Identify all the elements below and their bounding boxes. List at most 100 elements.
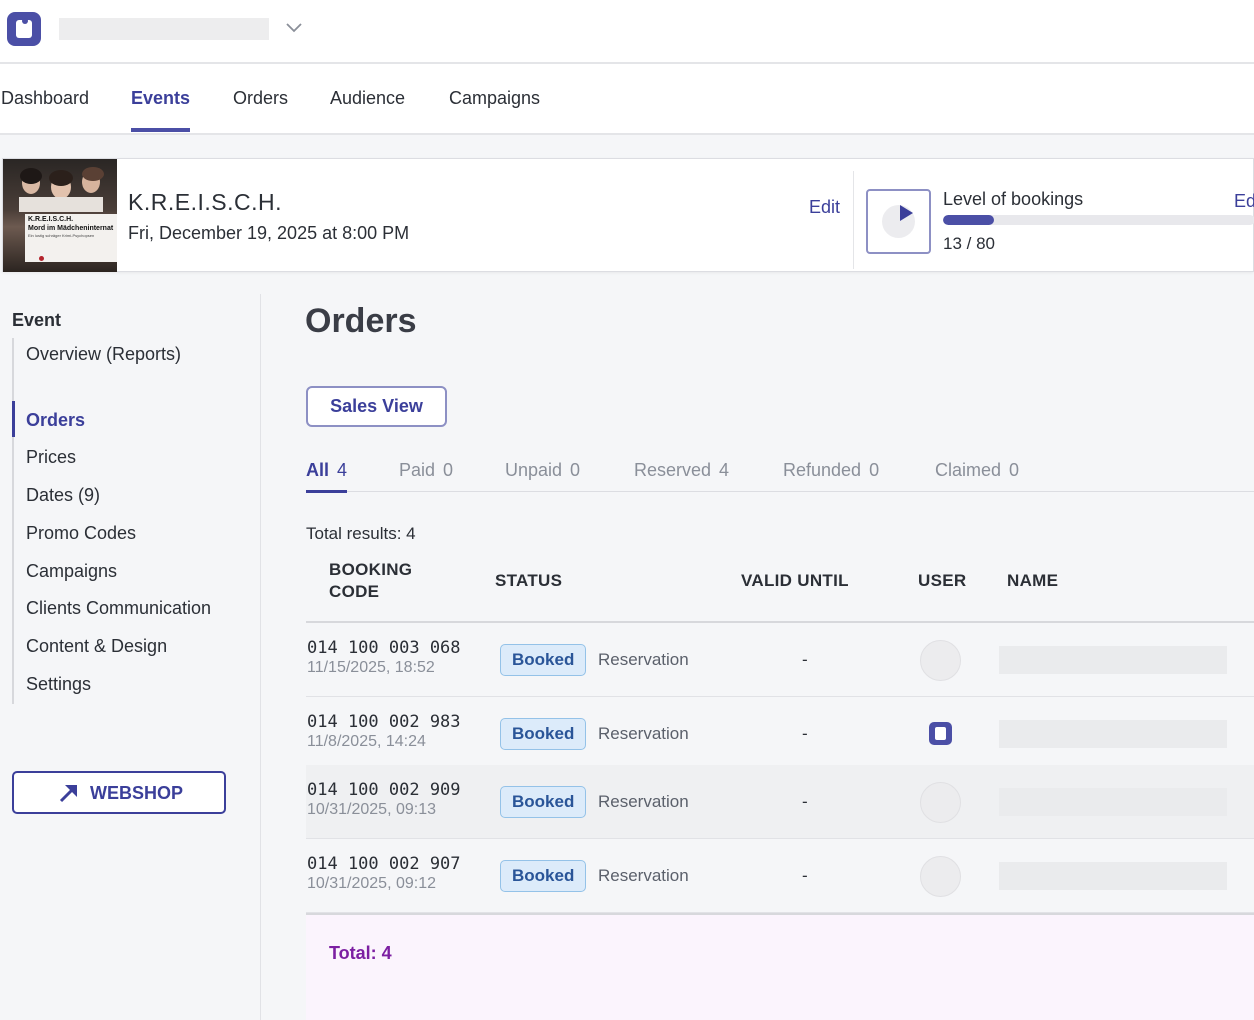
status-badge: Booked <box>500 786 587 818</box>
sidebar-item-content-design[interactable]: Content & Design <box>26 636 168 656</box>
poster-title-line2: Mord im Mädcheninternat <box>28 225 114 232</box>
filter-tab-refunded[interactable]: Refunded 0 <box>783 460 879 481</box>
valid-until-value: - <box>802 724 808 743</box>
sidebar-item-overview[interactable]: Overview (Reports) <box>26 344 182 364</box>
booking-code: 014 100 002 909 <box>307 780 461 800</box>
filter-tab-label: Claimed <box>935 460 1002 480</box>
customer-name-placeholder <box>999 788 1227 816</box>
tab-dashboard[interactable]: Dashboard <box>1 88 90 108</box>
sidebar-item-dates[interactable]: Dates (9) <box>26 485 101 505</box>
tab-campaigns[interactable]: Campaigns <box>449 88 541 108</box>
total-count: Total: 4 <box>329 943 392 963</box>
booking-code: 014 100 002 907 <box>307 854 461 874</box>
webshop-button[interactable]: WEBSHOP <box>12 771 226 814</box>
booking-timestamp: 11/8/2025, 14:24 <box>307 733 426 750</box>
booking-type: Reservation <box>598 866 689 885</box>
booking-code: 014 100 003 068 <box>307 638 461 658</box>
sidebar-item-prices[interactable]: Prices <box>26 447 77 467</box>
column-header-name[interactable]: NAME <box>1007 571 1059 590</box>
poster-title-box: K.R.E.I.S.C.H. Mord im Mädcheninternat E… <box>25 214 117 254</box>
sidebar-item-orders[interactable]: Orders <box>26 410 86 430</box>
sidebar-heading: Event <box>12 310 62 330</box>
bookings-level-label: Level of bookings <box>943 189 1084 209</box>
poster-faces-illustration <box>19 167 104 212</box>
table-row[interactable]: 014 100 003 068 11/15/2025, 18:52 Booked… <box>306 623 1254 697</box>
sidebar-item-settings[interactable]: Settings <box>26 674 92 694</box>
event-poster-image: K.R.E.I.S.C.H. Mord im Mädcheninternat E… <box>3 159 117 272</box>
table-row[interactable]: 014 100 002 909 10/31/2025, 09:13 Booked… <box>306 765 1254 839</box>
event-title: K.R.E.I.S.C.H. <box>128 189 282 215</box>
status-badge: Booked <box>500 860 587 892</box>
sidebar-divider-line <box>12 338 14 704</box>
filter-tab-reserved[interactable]: Reserved 4 <box>634 460 729 481</box>
filter-tab-count: 4 <box>719 460 730 480</box>
booking-code: 014 100 002 983 <box>307 712 461 732</box>
external-arrow-icon <box>59 785 77 803</box>
brand-logo-avatar-icon <box>929 722 952 745</box>
valid-until-value: - <box>802 866 808 885</box>
filter-tab-label: Refunded <box>783 460 862 480</box>
filter-tab-label: All <box>306 460 330 480</box>
poster-tagline: Ein lustig schräger Krimi-Psychopsen <box>28 233 95 238</box>
tab-audience[interactable]: Audience <box>330 88 406 108</box>
organization-name-placeholder[interactable] <box>59 18 269 40</box>
user-avatar <box>920 856 961 897</box>
valid-until-value: - <box>802 650 808 669</box>
filter-tab-count: 0 <box>570 460 581 480</box>
booking-type: Reservation <box>598 724 689 743</box>
filter-tab-count: 0 <box>443 460 454 480</box>
column-header-booking-code[interactable]: BOOKING CODE <box>329 559 412 603</box>
filter-tab-label: Unpaid <box>505 460 563 480</box>
event-header-card: K.R.E.I.S.C.H. Mord im Mädcheninternat E… <box>2 158 1254 272</box>
top-bar <box>0 0 1254 64</box>
play-button[interactable] <box>866 189 931 254</box>
customer-name-placeholder <box>999 862 1227 890</box>
tab-orders[interactable]: Orders <box>233 88 289 108</box>
sidebar-active-indicator <box>12 401 15 437</box>
column-header-status[interactable]: STATUS <box>495 571 563 590</box>
order-filter-tabs: All 4 Paid 0 Unpaid 0 Reserved 4 Refunded 0 C… <box>306 456 1254 493</box>
table-total-footer: Total: 4 <box>306 913 1254 1020</box>
column-header-booking-code-line1: BOOKING <box>329 560 413 579</box>
chevron-down-icon[interactable] <box>284 18 304 38</box>
booking-type: Reservation <box>598 650 689 669</box>
sales-view-button[interactable]: Sales View <box>306 386 447 427</box>
page-title: Orders <box>305 302 417 340</box>
edit-event-link[interactable]: Edit <box>809 197 841 217</box>
webshop-button-label: WEBSHOP <box>90 783 184 803</box>
column-header-user[interactable]: USER <box>918 571 967 590</box>
poster-footer-strip <box>25 254 117 262</box>
table-header-divider <box>306 621 1254 623</box>
filter-tab-unpaid[interactable]: Unpaid 0 <box>505 460 580 481</box>
column-header-valid-until[interactable]: VALID UNTIL <box>741 571 849 590</box>
filter-tab-all[interactable]: All 4 <box>306 460 348 493</box>
event-sidebar: Event Overview (Reports) Orders Prices D… <box>0 294 261 1020</box>
booking-timestamp: 10/31/2025, 09:13 <box>307 801 437 818</box>
customer-name-placeholder <box>999 720 1227 748</box>
brand-logo-icon[interactable] <box>7 12 41 46</box>
bookings-count: 13 / 80 <box>943 234 995 253</box>
main-navigation: Dashboard Events Orders Audience Campaig… <box>0 64 1254 135</box>
play-icon <box>900 205 913 221</box>
customer-name-placeholder <box>999 646 1227 674</box>
table-row[interactable]: 014 100 002 983 11/8/2025, 14:24 Booked … <box>306 697 1254 771</box>
sidebar-item-clients-communication[interactable]: Clients Communication <box>26 598 212 618</box>
tab-events[interactable]: Events <box>131 88 191 132</box>
sidebar-item-promo-codes[interactable]: Promo Codes <box>26 523 137 543</box>
poster-title-line1: K.R.E.I.S.C.H. <box>28 216 74 223</box>
table-row[interactable]: 014 100 002 907 10/31/2025, 09:12 Booked… <box>306 839 1254 913</box>
filter-tab-label: Paid <box>399 460 436 480</box>
card-divider <box>853 171 854 269</box>
filter-tab-paid[interactable]: Paid 0 <box>399 460 453 481</box>
filter-tab-claimed[interactable]: Claimed 0 <box>935 460 1019 481</box>
status-badge: Booked <box>500 644 587 676</box>
booking-timestamp: 11/15/2025, 18:52 <box>307 659 435 676</box>
total-results: Total results: 4 <box>306 524 416 543</box>
filter-tab-count: 0 <box>869 460 880 480</box>
filter-tab-label: Reserved <box>634 460 712 480</box>
bookings-progress-bar <box>943 215 1254 225</box>
sidebar-item-campaigns[interactable]: Campaigns <box>26 561 118 581</box>
filter-tab-count: 4 <box>337 460 348 480</box>
booking-type: Reservation <box>598 792 689 811</box>
edit-bookings-link[interactable]: Ed <box>1234 191 1254 211</box>
